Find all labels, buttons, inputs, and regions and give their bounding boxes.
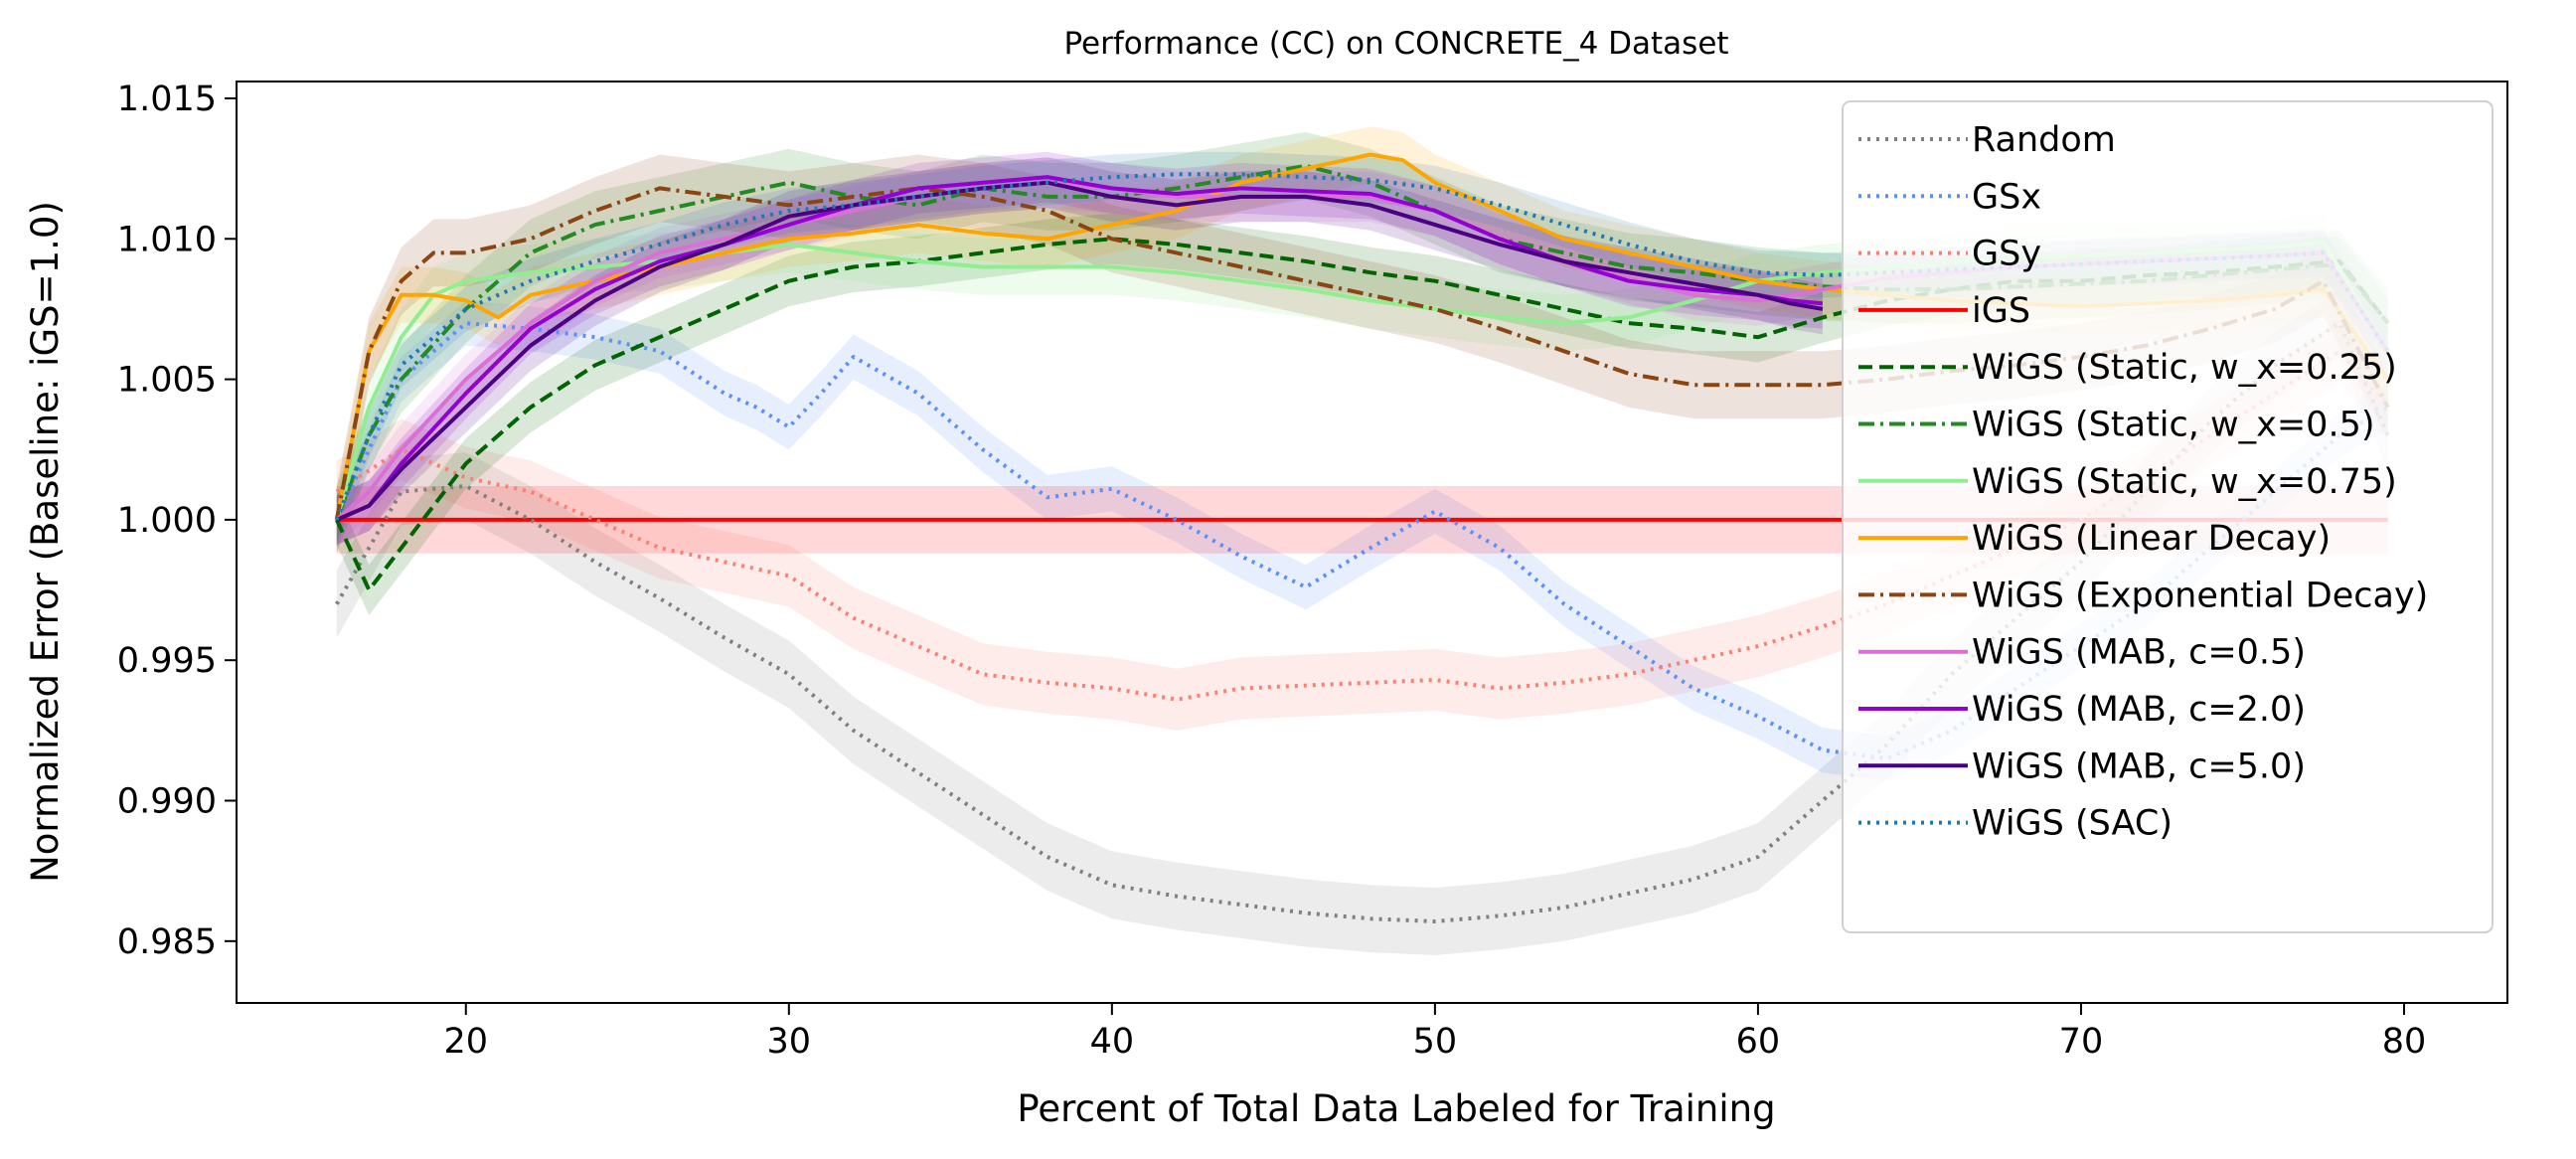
x-tick-label: 60 — [1736, 1022, 1781, 1062]
x-axis-label: Percent of Total Data Labeled for Traini… — [1017, 1087, 1775, 1130]
legend-label: WiGS (Linear Decay) — [1972, 519, 2331, 559]
y-tick-label: 0.985 — [117, 922, 217, 962]
y-axis: 0.985 0.990 0.995 1.000 1.005 1.010 1.015 — [117, 80, 237, 962]
band-1 — [336, 300, 2388, 781]
y-tick-label: 1.010 — [117, 220, 217, 259]
y-tick-label: 0.990 — [117, 782, 217, 822]
legend-label: WiGS (MAB, c=5.0) — [1972, 746, 2306, 786]
legend-label: WiGS (Exponential Decay) — [1972, 576, 2428, 615]
legend-frame — [1842, 100, 2494, 933]
legend-label: WiGS (Static, w_x=0.75) — [1972, 462, 2397, 502]
series-line-8 — [334, 186, 2390, 521]
legend-label: WiGS (SAC) — [1972, 804, 2173, 844]
y-tick-label: 1.000 — [117, 501, 217, 541]
x-tick-label: 40 — [1090, 1022, 1135, 1062]
x-tick-label: 80 — [2382, 1022, 2427, 1062]
legend-label: WiGS (Static, w_x=0.25) — [1972, 348, 2397, 388]
x-tick-label: 20 — [444, 1022, 489, 1062]
plot-frame — [236, 81, 2508, 1004]
legend-label: Random — [1972, 120, 2116, 160]
series-line-11 — [336, 180, 1824, 522]
y-tick-label: 1.015 — [117, 80, 217, 119]
series-line-0 — [335, 321, 2390, 923]
legend: Random GSx GSy iGS WiGS (Static, w_x=0.25) Wi… — [1842, 100, 2494, 933]
series-line-10 — [336, 175, 1824, 522]
series-line-2 — [335, 349, 2390, 702]
x-axis: 20 30 40 50 60 70 80 — [444, 1003, 2427, 1062]
y-tick-label: 1.005 — [117, 361, 217, 401]
x-tick-label: 50 — [1413, 1022, 1458, 1062]
legend-label: WiGS (Static, w_x=0.5) — [1972, 406, 2375, 445]
legend-label: WiGS (MAB, c=0.5) — [1972, 633, 2306, 673]
legend-label: GSx — [1972, 177, 2041, 217]
x-tick-label: 30 — [767, 1022, 812, 1062]
x-tick-label: 70 — [2059, 1022, 2104, 1062]
legend-label: WiGS (MAB, c=2.0) — [1972, 690, 2306, 730]
y-tick-label: 0.995 — [117, 641, 217, 681]
legend-label: GSy — [1972, 235, 2041, 274]
y-axis-label: Normalized Error (Baseline: iGS=1.0) — [24, 201, 67, 883]
chart-title: Performance (CC) on CONCRETE_4 Dataset — [1063, 26, 1728, 62]
legend-label: iGS — [1972, 291, 2030, 331]
